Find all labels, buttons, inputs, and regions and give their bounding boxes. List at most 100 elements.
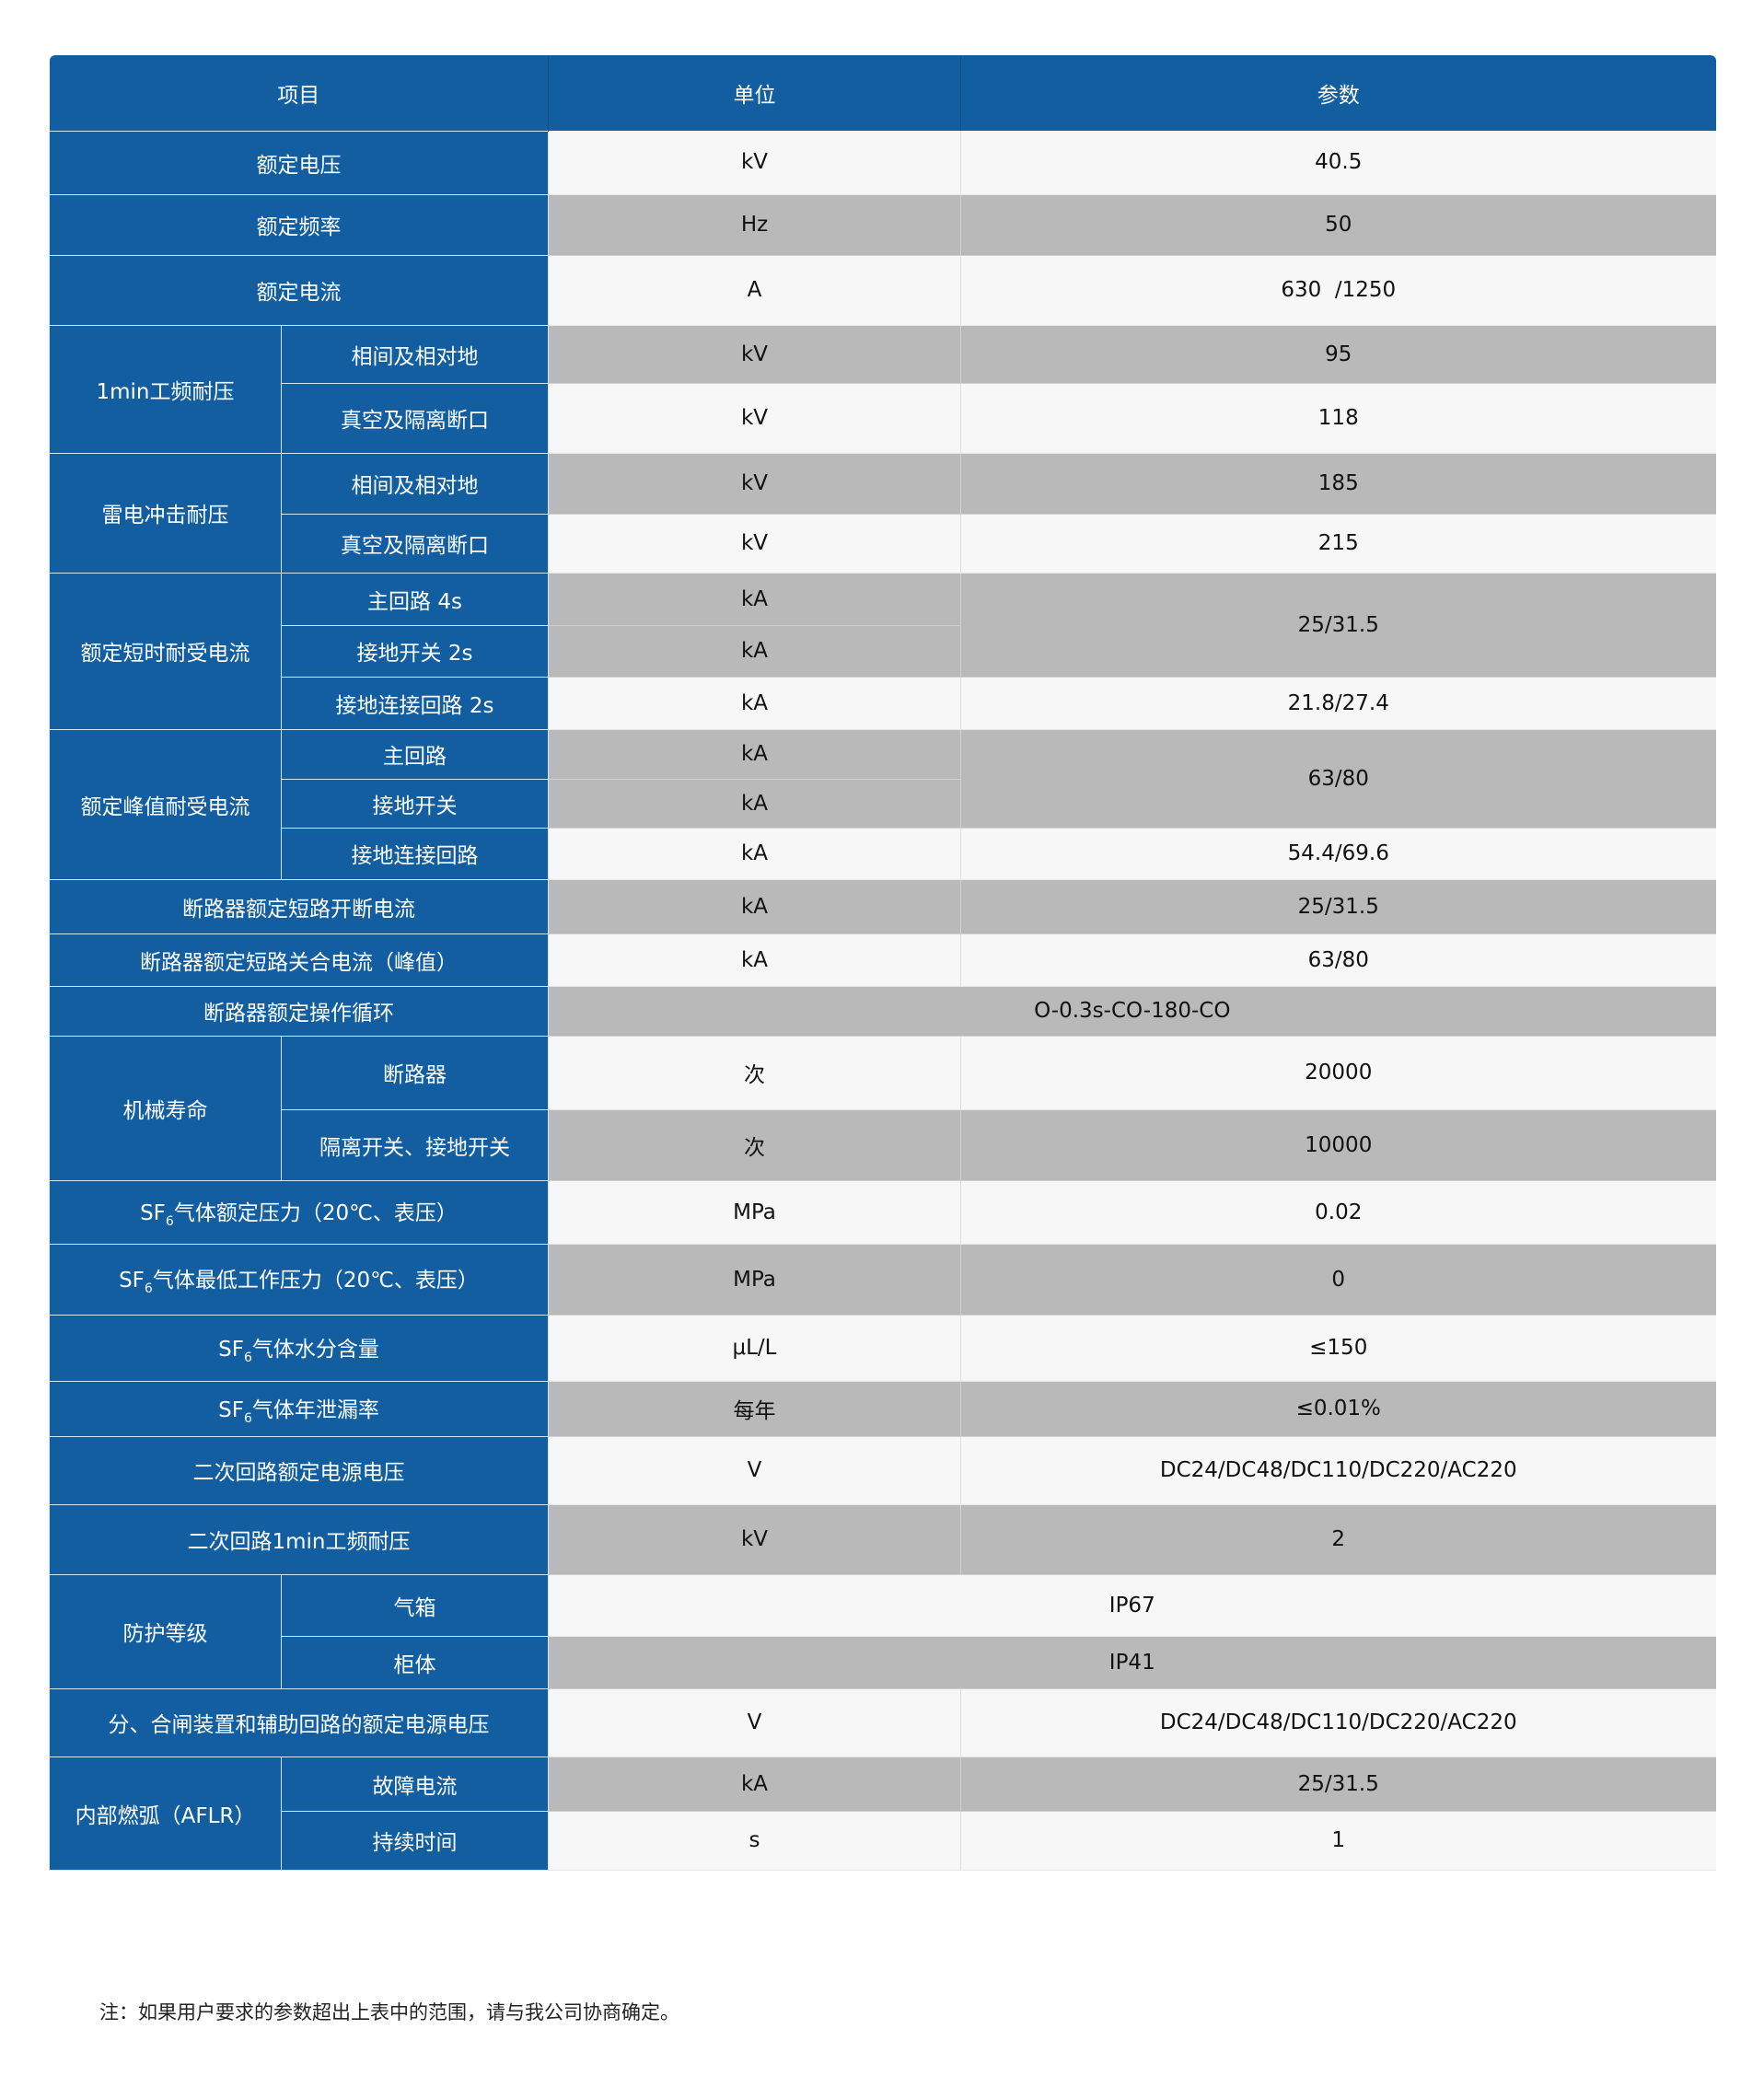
row-value: 185 [960, 453, 1716, 515]
row-value: 63/80 [960, 933, 1716, 987]
row-sublabel: 接地连接回路 [281, 827, 549, 880]
row-sublabel: 真空及隔离断口 [281, 382, 549, 454]
header-param: 参数 [960, 55, 1716, 131]
header-unit: 单位 [548, 55, 961, 131]
row-value: 95 [960, 325, 1716, 384]
table-row: SF6气体年泄漏率 每年 ≤0.01% [49, 1380, 1716, 1437]
row-label: 断路器额定操作循环 [49, 985, 549, 1037]
row-label: 额定电压 [49, 130, 549, 195]
row-value: IP67 [548, 1574, 1716, 1637]
row-sublabel: 主回路 [281, 728, 549, 780]
row-unit: 次 [548, 1109, 961, 1181]
table-row: 额定电流 A 630 /1250 [49, 254, 1716, 326]
row-unit: kV [548, 1504, 961, 1575]
row-unit: 次 [548, 1036, 961, 1110]
row-sublabel: 相间及相对地 [281, 452, 549, 515]
row-unit: kV [548, 514, 961, 574]
row-value: 25/31.5 [960, 879, 1716, 934]
row-unit: kA [548, 828, 961, 880]
table-row: SF6气体最低工作压力（20℃、表压） MPa 0 [49, 1243, 1716, 1316]
row-unit: kA [548, 677, 961, 730]
table-row: 额定电压 kV 40.5 [49, 130, 1716, 195]
row-unit: MPa [548, 1244, 961, 1316]
row-unit: kA [548, 933, 961, 987]
row-unit: MPa [548, 1180, 961, 1245]
row-label: 分、合闸装置和辅助回路的额定电源电压 [49, 1687, 549, 1757]
table-row: 额定短时耐受电流 主回路 4s kA 25/31.5 [49, 572, 1716, 730]
row-value: 54.4/69.6 [960, 828, 1716, 880]
row-value: DC24/DC48/DC110/DC220/AC220 [960, 1688, 1716, 1757]
table-row: 额定峰值耐受电流 主回路 kA 63/80 [49, 728, 1716, 880]
row-value: 0.02 [960, 1180, 1716, 1245]
row-label: 额定电流 [49, 254, 549, 326]
group-label: 额定短时耐受电流 [49, 572, 282, 730]
row-sublabel: 柜体 [281, 1635, 549, 1689]
row-unit: Hz [548, 194, 961, 256]
footnote: 注：如果用户要求的参数超出上表中的范围，请与我公司协商确定。 [99, 2001, 679, 2023]
table-row: 接地连接回路 2s kA 21.8/27.4 [50, 676, 1716, 730]
table-row: 防护等级 气箱 IP67 [49, 1573, 1716, 1689]
row-label: 二次回路1min工频耐压 [49, 1503, 549, 1575]
row-value: 10000 [960, 1109, 1716, 1181]
row-label: 断路器额定短路关合电流（峰值） [49, 933, 549, 987]
table-row: 1min工频耐压 相间及相对地 kV 95 [49, 324, 1716, 454]
row-label: 二次回路额定电源电压 [49, 1435, 549, 1505]
group-label: 内部燃弧（AFLR） [49, 1756, 282, 1871]
row-unit: kV [548, 453, 961, 515]
row-unit: kV [548, 325, 961, 384]
row-value: 20000 [960, 1036, 1716, 1110]
row-value: ≤0.01% [960, 1381, 1716, 1437]
row-value: 215 [960, 514, 1716, 574]
table-header: 项目 单位 参数 [49, 55, 1716, 131]
row-value: 25/31.5 [960, 1757, 1716, 1812]
row-sublabel: 主回路 4s [281, 572, 549, 626]
row-sublabel: 接地开关 [281, 778, 549, 829]
spec-table: 项目 单位 参数 额定电压 kV 40.5 额定频率 Hz 50 额定电流 A … [49, 55, 1716, 1871]
table-row: 雷电冲击耐压 相间及相对地 kV 185 [49, 452, 1716, 574]
row-label: 额定频率 [49, 193, 549, 256]
table-row: 真空及隔离断口 kV 215 [50, 513, 1716, 574]
row-sublabel: 真空及隔离断口 [281, 513, 549, 574]
table-row: 接地连接回路 kA 54.4/69.6 [50, 827, 1716, 880]
row-unit: V [548, 1436, 961, 1505]
table-row: 二次回路额定电源电压 V DC24/DC48/DC110/DC220/AC220 [49, 1435, 1716, 1505]
row-unit: A [548, 255, 961, 326]
row-value: DC24/DC48/DC110/DC220/AC220 [960, 1436, 1716, 1505]
row-value: IP41 [548, 1636, 1716, 1689]
row-unit: kV [548, 383, 961, 454]
table-row: 隔离开关、接地开关 次 10000 [50, 1108, 1716, 1181]
row-sublabel: 持续时间 [281, 1810, 549, 1871]
row-value: 2 [960, 1504, 1716, 1575]
row-unit: kA [548, 729, 961, 780]
row-sublabel: 故障电流 [281, 1756, 549, 1812]
row-value: 118 [960, 383, 1716, 454]
row-label: SF6气体最低工作压力（20℃、表压） [49, 1243, 549, 1316]
row-sublabel: 接地连接回路 2s [281, 676, 549, 730]
table-row: 内部燃弧（AFLR） 故障电流 kA 25/31.5 [49, 1756, 1716, 1871]
row-unit: s [548, 1811, 961, 1871]
row-sublabel: 断路器 [281, 1035, 549, 1110]
row-sublabel: 气箱 [281, 1573, 549, 1637]
row-sublabel: 相间及相对地 [281, 324, 549, 384]
table-row: 持续时间 s 1 [50, 1810, 1716, 1871]
row-label: 断路器额定短路开断电流 [49, 878, 549, 934]
table-row: 柜体 IP41 [50, 1635, 1716, 1689]
row-value: 25/31.5 [960, 573, 1716, 678]
row-unit: μL/L [548, 1315, 961, 1382]
row-unit: kA [548, 625, 961, 678]
table-row: 接地开关 kA [50, 778, 1716, 829]
row-value: 21.8/27.4 [960, 677, 1716, 730]
table-row: SF6气体水分含量 μL/L ≤150 [49, 1314, 1716, 1382]
row-sublabel: 隔离开关、接地开关 [281, 1108, 549, 1181]
row-value: 40.5 [960, 131, 1716, 195]
row-value: O-0.3s-CO-180-CO [548, 986, 1716, 1037]
row-value: 1 [960, 1811, 1716, 1871]
table-row: 额定频率 Hz 50 [49, 193, 1716, 256]
row-unit: 每年 [548, 1381, 961, 1437]
group-label: 额定峰值耐受电流 [49, 728, 282, 880]
row-value: ≤150 [960, 1315, 1716, 1382]
group-label: 机械寿命 [49, 1035, 282, 1181]
group-label: 防护等级 [49, 1573, 282, 1689]
row-value: 50 [960, 194, 1716, 256]
row-label: SF6气体年泄漏率 [49, 1380, 549, 1437]
